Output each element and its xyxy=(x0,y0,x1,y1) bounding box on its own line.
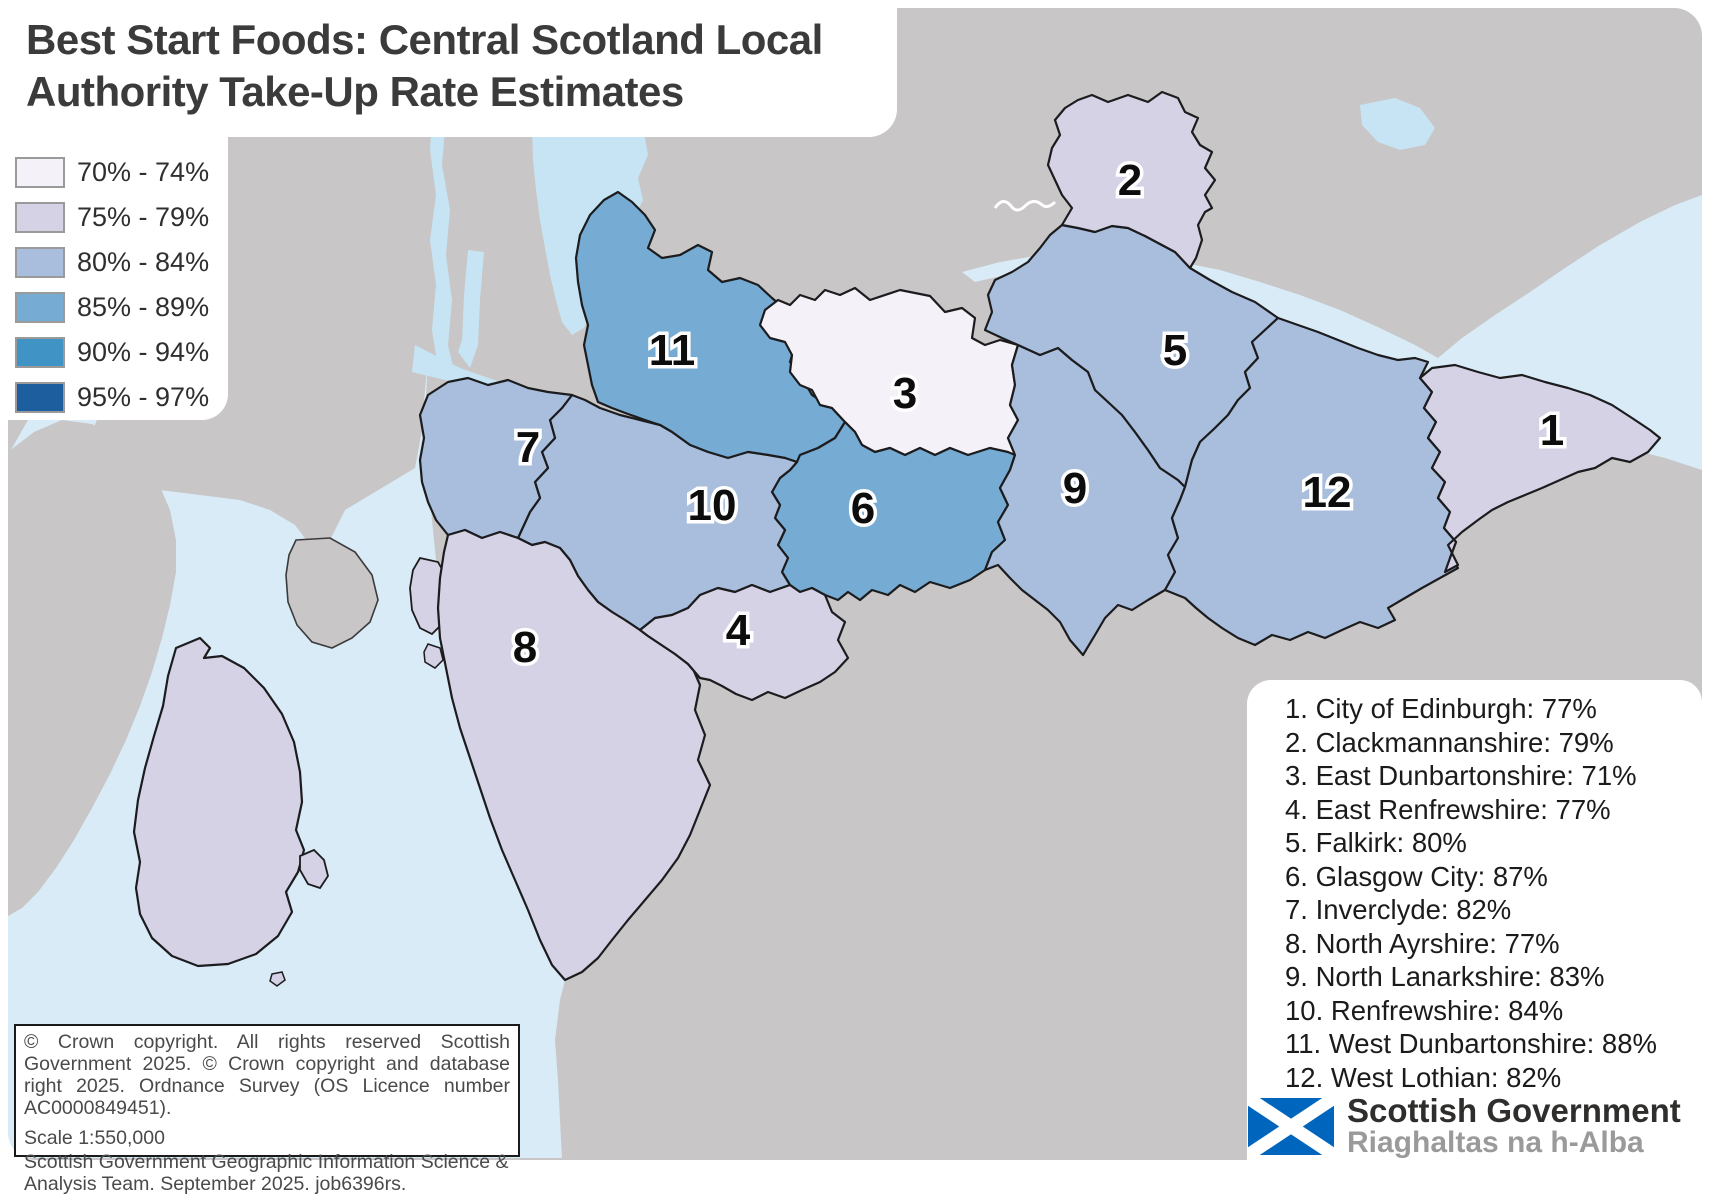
gare-loch xyxy=(458,250,484,368)
map-label-3: 3 xyxy=(893,369,917,418)
list-item-5: 5. Falkirk: 80% xyxy=(1285,827,1467,858)
list-item-8: 8. North Ayrshire: 77% xyxy=(1285,927,1560,959)
map-label-8: 8 xyxy=(513,623,537,672)
legend-row: 75% - 79% xyxy=(15,195,225,240)
legend: 70% - 74% 75% - 79% 80% - 84% 85% - 89% … xyxy=(15,150,225,420)
saltire-flag-icon xyxy=(1248,1097,1334,1155)
map-label-1: 1 xyxy=(1540,406,1564,455)
legend-row: 80% - 84% xyxy=(15,240,225,285)
page-title-line2: Authority Take-Up Rate Estimates xyxy=(26,68,684,115)
legend-label: 85% - 89% xyxy=(77,292,210,322)
legend-row: 70% - 74% xyxy=(15,150,225,195)
legend-swatch-90-94 xyxy=(15,337,65,368)
region-inverclyde xyxy=(418,376,574,540)
kintyre-peninsula xyxy=(8,420,176,916)
legend-swatch-75-79 xyxy=(15,202,65,233)
logo-subtitle: Riaghaltas na h-Alba xyxy=(1347,1126,1644,1159)
legend-swatch-70-74 xyxy=(15,157,65,188)
legend-row: 85% - 89% xyxy=(15,285,225,330)
page-title-line1: Best Start Foods: Central Scotland Local xyxy=(26,16,823,63)
list-item-1: 1. City of Edinburgh: 77% xyxy=(1285,693,1597,724)
isle-of-bute xyxy=(285,537,379,649)
legend-label: 95% - 97% xyxy=(77,382,210,412)
logo-title: Scottish Government xyxy=(1347,1092,1681,1129)
region-clackmannanshire xyxy=(1046,90,1217,270)
map-label-9: 9 xyxy=(1063,464,1087,513)
list-item-4: 4. East Renfrewshire: 77% xyxy=(1285,793,1611,825)
holy-isle xyxy=(299,848,329,890)
region-city-of-edinburgh xyxy=(1418,363,1662,574)
map-label-7: 7 xyxy=(516,423,540,472)
logo-text: Scottish Government Riaghaltas na h-Alba xyxy=(1347,1094,1681,1158)
credit-text: Scottish Government Geographic Informati… xyxy=(24,1151,509,1195)
authority-list-panel: 1. City of Edinburgh: 77% 2. Clackmannan… xyxy=(1247,680,1702,1160)
map-label-11: 11 xyxy=(649,326,696,375)
map-label-12: 12 xyxy=(1303,468,1352,517)
legend-swatch-80-84 xyxy=(15,247,65,278)
list-item-12: 12. West Lothian: 82% xyxy=(1285,1061,1562,1093)
isle-of-arran xyxy=(132,636,306,968)
pladda-islet xyxy=(269,971,286,987)
map-label-2: 2 xyxy=(1118,156,1142,205)
river-devon xyxy=(993,199,1057,212)
region-north-ayrshire xyxy=(436,528,712,982)
legend-label: 90% - 94% xyxy=(77,337,210,367)
legend-swatch-85-89 xyxy=(15,292,65,323)
little-cumbrae xyxy=(423,643,444,669)
list-item-2: 2. Clackmannanshire: 79% xyxy=(1285,726,1614,758)
legend-label: 80% - 84% xyxy=(77,247,210,277)
list-item-11: 11. West Dunbartonshire: 88% xyxy=(1285,1028,1657,1059)
region-east-renfrewshire xyxy=(638,583,850,702)
list-item-10: 10. Renfrewshire: 84% xyxy=(1285,994,1564,1026)
list-item-9: 9. North Lanarkshire: 83% xyxy=(1285,961,1605,992)
authority-list: 1. City of Edinburgh: 77% 2. Clackmannan… xyxy=(1285,692,1657,1094)
map-canvas: 1 2 3 4 5 6 7 8 9 10 11 12 xyxy=(8,8,1702,1160)
legend-label: 70% - 74% xyxy=(77,157,210,187)
copyright-box: © Crown copyright. All rights reserved S… xyxy=(14,1024,520,1195)
page-title: Best Start Foods: Central Scotland Local… xyxy=(26,14,886,118)
map-label-10: 10 xyxy=(688,481,737,530)
map-label-6: 6 xyxy=(851,484,875,533)
scale-text: Scale 1:550,000 xyxy=(24,1127,165,1149)
loch-leven xyxy=(1360,98,1435,150)
legend-label: 75% - 79% xyxy=(77,202,210,232)
scottish-government-logo: Scottish Government Riaghaltas na h-Alba xyxy=(1248,1094,1681,1158)
legend-row: 90% - 94% xyxy=(15,330,225,375)
map-label-5: 5 xyxy=(1163,326,1187,375)
legend-swatch-95-97 xyxy=(15,382,65,413)
map-label-4: 4 xyxy=(726,606,751,655)
copyright-text: © Crown copyright. All rights reserved S… xyxy=(24,1031,510,1119)
loch-long xyxy=(430,118,455,375)
list-item-7: 7. Inverclyde: 82% xyxy=(1285,894,1512,925)
choropleth-map: 1 2 3 4 5 6 7 8 9 10 11 12 xyxy=(8,8,1702,1160)
list-item-3: 3. East Dunbartonshire: 71% xyxy=(1285,760,1637,791)
legend-row: 95% - 97% xyxy=(15,375,225,420)
list-item-6: 6. Glasgow City: 87% xyxy=(1285,860,1548,892)
